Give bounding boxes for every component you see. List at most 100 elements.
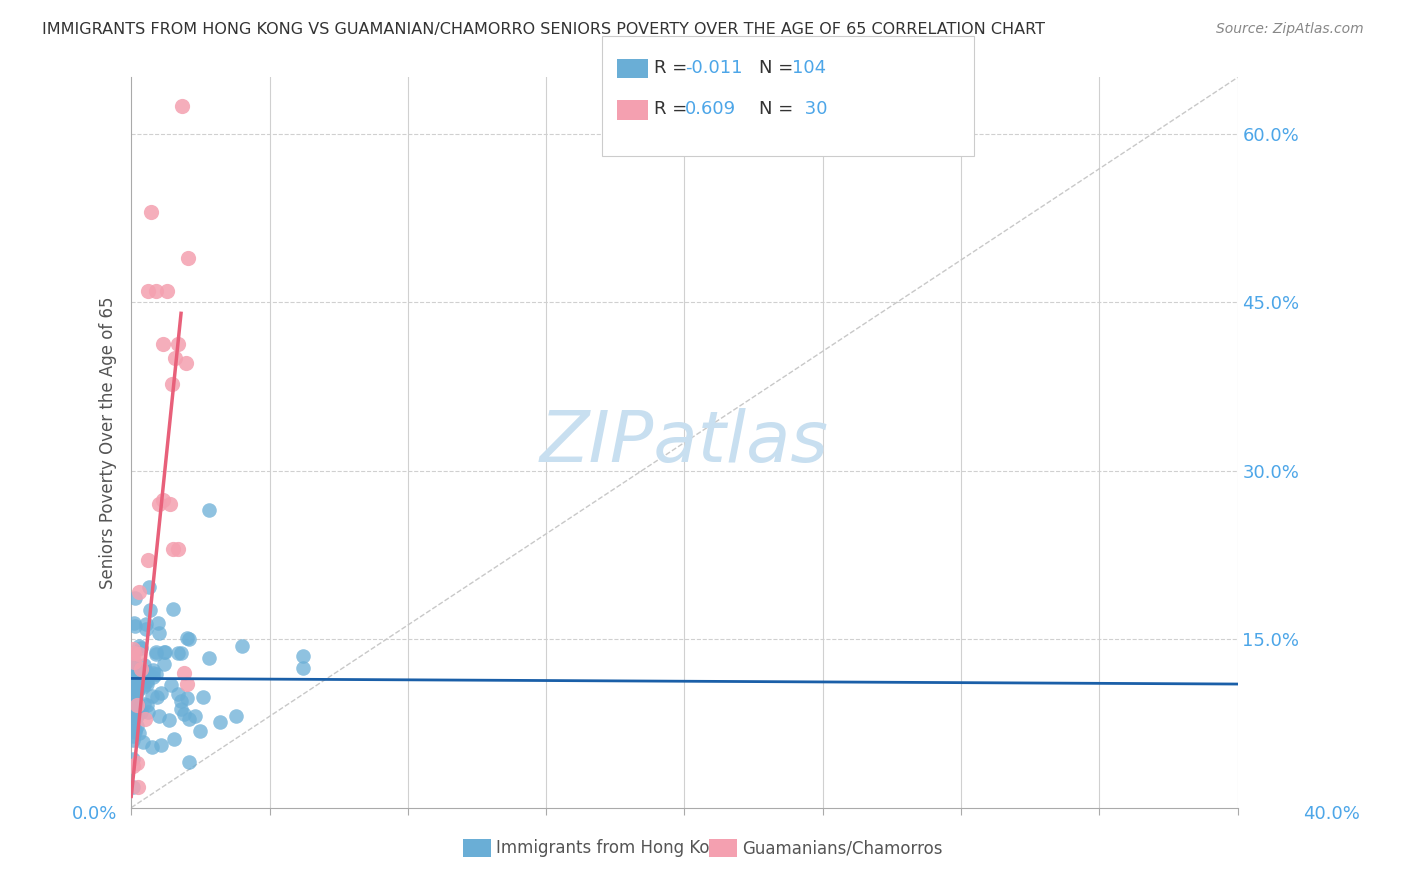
Point: [128, 647, 150, 661]
Point: [174, 356, 197, 370]
Point: [179, 712, 201, 726]
Point: [135, 673, 157, 688]
Point: [122, 678, 145, 692]
Point: [128, 584, 150, 599]
Point: [124, 591, 146, 605]
Point: [131, 680, 153, 694]
Point: [122, 667, 145, 681]
Text: R =: R =: [654, 59, 693, 77]
Point: [135, 622, 157, 636]
Point: [125, 664, 148, 678]
Point: [124, 656, 146, 670]
Point: [167, 542, 190, 557]
Point: [149, 686, 172, 700]
Point: [132, 734, 155, 748]
Point: [121, 716, 143, 731]
Point: [190, 723, 212, 738]
Point: [129, 641, 152, 656]
Point: [172, 99, 194, 113]
Point: [146, 616, 169, 631]
Point: [121, 758, 143, 772]
Point: [184, 709, 207, 723]
Point: [128, 674, 150, 689]
Point: [225, 709, 247, 723]
Text: 40.0%: 40.0%: [1303, 805, 1360, 822]
Point: [125, 719, 148, 733]
Point: [127, 709, 149, 723]
Point: [162, 542, 184, 557]
Point: [145, 648, 167, 662]
Point: [128, 673, 150, 687]
Point: [138, 553, 160, 567]
Point: [142, 665, 165, 680]
Text: Guamanians/Chamorros: Guamanians/Chamorros: [742, 839, 943, 857]
Point: [121, 654, 143, 668]
Point: [121, 646, 143, 660]
Point: [129, 670, 152, 684]
Point: [128, 639, 150, 653]
Point: [124, 619, 146, 633]
Point: [170, 646, 193, 660]
Point: [167, 687, 190, 701]
Point: [124, 723, 146, 737]
Point: [142, 663, 165, 677]
Point: [122, 713, 145, 727]
Point: [197, 503, 219, 517]
Point: [136, 698, 159, 712]
Point: [160, 678, 183, 692]
Point: [145, 666, 167, 681]
Point: [127, 780, 149, 794]
Point: [149, 738, 172, 752]
Point: [128, 663, 150, 677]
Text: 104: 104: [792, 59, 825, 77]
Point: [291, 661, 314, 675]
Point: [136, 665, 159, 680]
Point: [146, 690, 169, 704]
Point: [166, 646, 188, 660]
Point: [176, 252, 198, 266]
Point: [148, 708, 170, 723]
Point: [122, 615, 145, 630]
Text: N =: N =: [759, 100, 799, 118]
Point: [121, 641, 143, 656]
Text: R =: R =: [654, 100, 693, 118]
Point: [139, 205, 162, 219]
Text: IMMIGRANTS FROM HONG KONG VS GUAMANIAN/CHAMORRO SENIORS POVERTY OVER THE AGE OF : IMMIGRANTS FROM HONG KONG VS GUAMANIAN/C…: [42, 22, 1045, 37]
Text: N =: N =: [759, 59, 799, 77]
Point: [142, 670, 165, 684]
Point: [125, 674, 148, 689]
Point: [157, 713, 180, 727]
Point: [148, 497, 170, 511]
Point: [121, 673, 143, 688]
Text: ZIPatlas: ZIPatlas: [540, 408, 830, 477]
Point: [135, 677, 157, 691]
Text: Immigrants from Hong Kong: Immigrants from Hong Kong: [496, 839, 731, 857]
Point: [176, 677, 198, 691]
Point: [176, 690, 198, 705]
Point: [231, 639, 253, 653]
Point: [124, 692, 146, 706]
Point: [169, 693, 191, 707]
Point: [135, 616, 157, 631]
Point: [153, 645, 176, 659]
Point: [129, 662, 152, 676]
Point: [134, 678, 156, 692]
Point: [170, 702, 193, 716]
Point: [160, 376, 183, 391]
Point: [127, 704, 149, 718]
Point: [145, 645, 167, 659]
Point: [136, 284, 159, 298]
Point: [173, 706, 195, 721]
Text: 0.609: 0.609: [685, 100, 735, 118]
Point: [121, 668, 143, 682]
Point: [125, 697, 148, 711]
Point: [156, 284, 179, 298]
Point: [135, 665, 157, 680]
Point: [163, 351, 186, 365]
Point: [121, 666, 143, 681]
Point: [127, 683, 149, 698]
Point: [127, 699, 149, 714]
Point: [128, 725, 150, 739]
Point: [132, 665, 155, 680]
Point: [122, 729, 145, 743]
